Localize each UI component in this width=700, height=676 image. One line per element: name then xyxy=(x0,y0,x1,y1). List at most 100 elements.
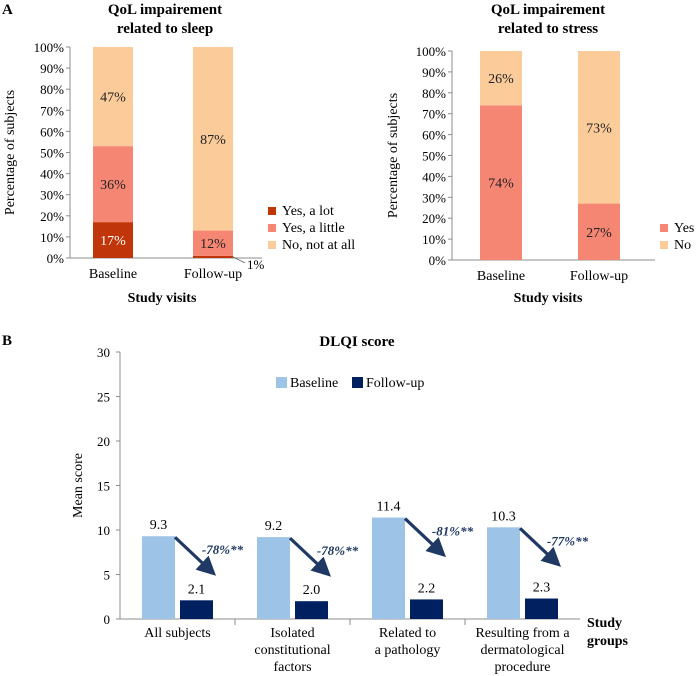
bar-segment xyxy=(578,203,620,260)
data-label: 9.2 xyxy=(265,519,283,534)
legend-label: Baseline xyxy=(290,376,338,391)
x-tick-label: Related to xyxy=(379,626,436,641)
data-label: 2.2 xyxy=(418,581,436,596)
x-axis-label: Study visits xyxy=(128,291,197,306)
x-axis-label: groups xyxy=(587,634,629,649)
panel-label-a: A xyxy=(2,2,13,18)
y-tick-label: 40% xyxy=(40,167,64,182)
data-label: 26% xyxy=(488,72,514,87)
y-tick-label: 5 xyxy=(104,568,111,583)
bar-segment xyxy=(480,51,522,106)
x-tick-label: procedure xyxy=(495,660,551,675)
x-tick-label: Follow-up xyxy=(570,269,628,284)
bar xyxy=(142,536,175,619)
legend-label: Yes xyxy=(674,221,694,236)
y-tick-label: 0% xyxy=(429,253,447,268)
y-tick-label: 30% xyxy=(40,188,64,203)
y-axis-label: Mean score xyxy=(71,453,86,518)
x-axis-label: Study visits xyxy=(514,291,583,306)
y-axis-label: Percentage of subjects xyxy=(386,93,401,218)
change-annotation: -78%** xyxy=(202,542,244,557)
legend-swatch xyxy=(660,241,668,249)
chart-title: QoL impairement xyxy=(108,2,222,18)
bar-segment xyxy=(93,47,133,147)
change-arrow xyxy=(518,527,561,567)
y-tick-label: 10% xyxy=(40,230,64,245)
legend-swatch xyxy=(276,377,287,388)
y-tick-label: 60% xyxy=(422,128,446,143)
bar xyxy=(487,527,520,619)
bar-segment xyxy=(193,47,233,231)
panel-label-b: B xyxy=(2,333,12,349)
bar-segment xyxy=(578,51,620,204)
x-tick-label: constitutional xyxy=(254,643,330,658)
y-tick-label: 70% xyxy=(422,107,446,122)
chart-title: QoL impairement xyxy=(491,2,605,18)
bar-segment xyxy=(193,230,233,256)
legend-swatch xyxy=(352,377,363,388)
y-tick-label: 100% xyxy=(34,40,65,55)
bar-segment xyxy=(193,255,233,258)
stress-chart: QoL impairement related to stress 0% 10% 20%… xyxy=(386,2,694,306)
legend-label: No xyxy=(674,238,691,253)
y-tick-label: 30% xyxy=(422,190,446,205)
y-tick-label: 10 xyxy=(97,523,110,538)
x-tick-label: Follow-up xyxy=(184,267,242,282)
dlqi-chart: DLQI score 0 5 10 15 20 25 30 Mean score Study gro… xyxy=(71,334,629,675)
data-label: 10.3 xyxy=(491,509,516,524)
x-axis-label: Study xyxy=(587,616,622,631)
data-label: 74% xyxy=(488,177,514,192)
data-label: 2.1 xyxy=(188,582,206,597)
x-tick-label: Isolated xyxy=(270,626,314,641)
legend-label: Follow-up xyxy=(366,376,424,391)
data-label-leader xyxy=(232,256,246,264)
x-tick-label: a pathology xyxy=(375,643,441,658)
data-label: 12% xyxy=(200,237,226,252)
y-tick-label: 50% xyxy=(40,146,64,161)
x-tick-label: Resulting from a xyxy=(475,626,570,641)
y-tick-label: 0% xyxy=(47,251,65,266)
data-label: 2.3 xyxy=(533,581,551,596)
y-tick-label: 100% xyxy=(416,44,447,59)
legend-label: Yes, a lot xyxy=(282,204,334,219)
bar xyxy=(180,600,213,619)
data-label: 17% xyxy=(100,234,126,249)
legend-label: No, not at all xyxy=(282,238,355,253)
data-label: 9.3 xyxy=(150,518,168,533)
chart-title: related to sleep xyxy=(117,21,213,37)
bar-segment xyxy=(93,146,133,223)
x-tick-label: dermatological xyxy=(481,643,565,658)
x-tick-label: Baseline xyxy=(477,269,525,284)
x-tick-label: All subjects xyxy=(144,626,211,641)
y-tick-label: 80% xyxy=(40,82,64,97)
chart-title: related to stress xyxy=(498,21,598,37)
data-label: 1% xyxy=(247,257,265,272)
data-label: 36% xyxy=(100,178,126,193)
legend-swatch xyxy=(268,224,276,232)
x-tick-label: Baseline xyxy=(89,267,137,282)
change-annotation: -77%** xyxy=(547,533,589,548)
y-tick-label: 80% xyxy=(422,86,446,101)
y-tick-label: 20% xyxy=(40,209,64,224)
bar xyxy=(410,599,443,619)
data-label: 47% xyxy=(100,91,126,106)
y-tick-label: 70% xyxy=(40,103,64,118)
chart-title: DLQI score xyxy=(319,334,394,350)
y-tick-label: 25 xyxy=(97,390,110,405)
change-annotation: -81%** xyxy=(432,524,474,539)
data-label: 11.4 xyxy=(377,500,401,515)
y-axis-label: Percentage of subjects xyxy=(3,90,18,215)
data-label: 87% xyxy=(200,133,226,148)
change-arrow xyxy=(403,517,446,558)
data-label: 2.0 xyxy=(303,583,321,598)
bar xyxy=(257,537,290,619)
bar xyxy=(295,601,328,619)
legend-swatch xyxy=(268,241,276,249)
y-tick-label: 60% xyxy=(40,124,64,139)
data-label: 73% xyxy=(586,121,612,136)
y-tick-label: 20% xyxy=(422,211,446,226)
legend-swatch xyxy=(268,207,276,215)
y-tick-label: 20 xyxy=(97,434,110,449)
y-tick-label: 10% xyxy=(422,232,446,247)
